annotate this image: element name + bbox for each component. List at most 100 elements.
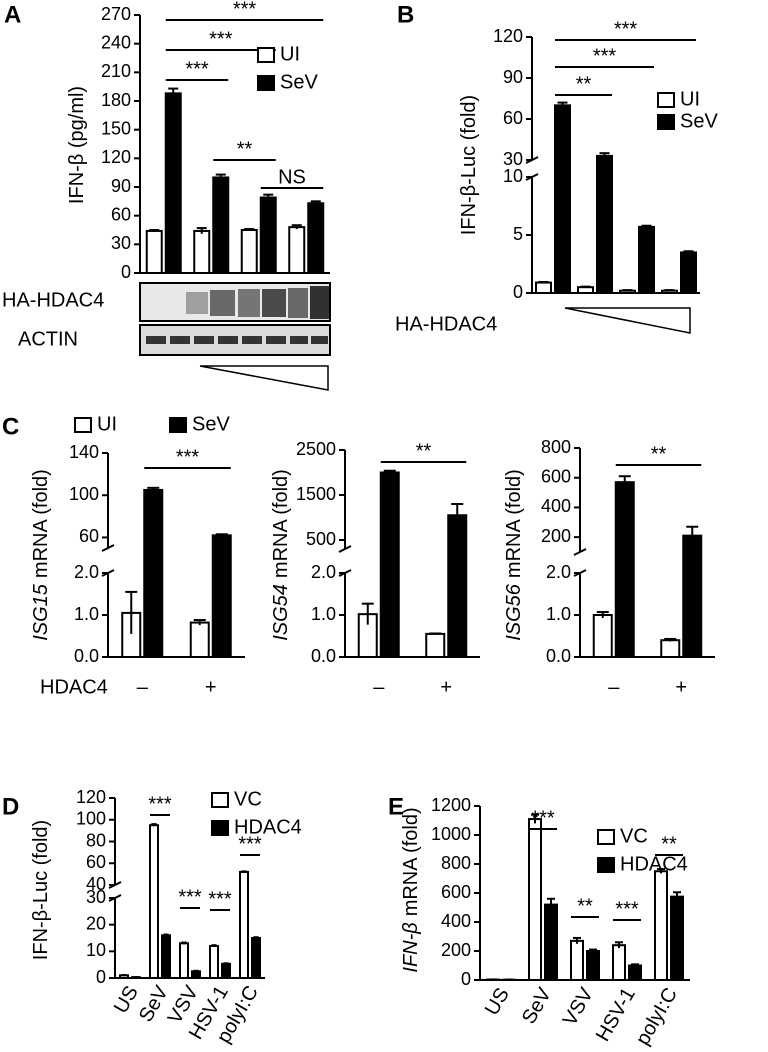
bar — [596, 154, 613, 294]
y-tick-label: 5 — [513, 224, 523, 244]
y-tick-label: 210 — [101, 61, 131, 81]
y-tick-label: 60 — [503, 108, 523, 128]
bar — [164, 92, 182, 274]
legend-swatch — [657, 92, 675, 108]
bar — [212, 176, 230, 274]
dose-triangle — [564, 307, 691, 334]
x-tick-label: + — [440, 676, 452, 698]
bar — [535, 281, 552, 294]
y-tick-label: 0 — [96, 967, 106, 987]
x-tick-label: polyI:C — [632, 984, 682, 1049]
bar — [189, 621, 210, 658]
y-tick-label: 10 — [86, 940, 106, 960]
legend-label: VC — [234, 788, 262, 810]
y-tick-label: 30 — [86, 887, 106, 907]
x-tick-label: – — [608, 676, 620, 698]
bar — [161, 934, 171, 979]
y-tick-label: 100 — [69, 484, 99, 504]
bar — [251, 937, 261, 979]
y-tick-label: 60 — [111, 204, 131, 224]
bar — [288, 226, 306, 274]
legend-label: UI — [280, 43, 300, 65]
y-tick-label: 2.0 — [74, 562, 99, 582]
y-tick-label: 80 — [86, 830, 106, 850]
significance-label: *** — [148, 793, 172, 815]
legend-label: VC — [620, 825, 648, 847]
y-tick-label: 0 — [513, 282, 523, 302]
y-tick-label: 120 — [493, 26, 523, 46]
significance-label: *** — [531, 807, 555, 829]
y-tick-label: 140 — [69, 442, 99, 462]
significance-label: ** — [661, 833, 677, 855]
significance-label: *** — [614, 18, 638, 40]
y-tick-label: 0 — [461, 969, 471, 989]
panel-letter: B — [397, 1, 414, 28]
y-axis-label-gene: ISG56 — [503, 583, 525, 641]
x-tick-label: + — [205, 676, 217, 698]
significance-label: ** — [416, 440, 432, 462]
significance-label: *** — [593, 45, 617, 67]
y-tick-label: 500 — [306, 529, 336, 549]
significance-label: ** — [651, 443, 667, 465]
bar — [259, 196, 277, 274]
x-tick-label: US — [481, 984, 514, 1019]
significance-label: ** — [576, 73, 592, 95]
y-tick-label: 150 — [101, 118, 131, 138]
bar — [193, 229, 211, 274]
legend-swatch — [657, 114, 675, 130]
y-axis-label-text: mRNA (fold) — [400, 807, 422, 916]
significance-label: NS — [278, 166, 306, 188]
y-axis-label-text: IFN-β (pg/ml) — [66, 86, 88, 204]
y-tick-label: 200 — [441, 940, 471, 960]
y-tick-label: 270 — [101, 4, 131, 24]
legend-swatch — [257, 75, 275, 91]
y-tick-label: 100 — [76, 809, 106, 829]
significance-label: *** — [176, 446, 200, 468]
y-tick-label: 1200 — [431, 795, 471, 815]
x-tick-label: SeV — [518, 984, 556, 1028]
axis-break — [101, 544, 115, 552]
legend-swatch — [597, 857, 615, 873]
y-tick-label: 1.0 — [311, 604, 336, 624]
legend-label: SeV — [192, 413, 230, 435]
significance-label: *** — [185, 58, 209, 80]
x-tick-label: – — [373, 676, 385, 698]
axis-break — [338, 545, 352, 553]
bar — [221, 962, 231, 979]
y-tick-label: 0.0 — [546, 646, 571, 666]
bar — [145, 229, 163, 274]
significance-label: *** — [233, 0, 257, 20]
blot-label: ACTIN — [18, 328, 78, 350]
bar — [379, 471, 400, 658]
panel-letter: A — [4, 1, 21, 28]
y-tick-label: 40 — [86, 874, 106, 894]
panel-letter: E — [388, 793, 404, 820]
bar — [447, 514, 468, 658]
significance-label: *** — [238, 833, 262, 855]
bar — [143, 488, 164, 659]
x-tick-label: – — [137, 676, 149, 698]
y-axis-label-text: IFN-β-Luc (fold) — [30, 820, 52, 960]
bar — [638, 225, 655, 295]
y-tick-label: 240 — [101, 32, 131, 52]
y-axis-label-text: mRNA (fold) — [503, 469, 525, 578]
y-tick-label: 0.0 — [311, 646, 336, 666]
western-blot: HA-HDAC4 ACTIN — [2, 282, 331, 391]
y-axis-label: IFN-β-Luc (fold) — [458, 95, 480, 235]
y-tick-label: 180 — [101, 90, 131, 110]
legend-label: UI — [97, 413, 117, 435]
significance-label: ** — [577, 895, 593, 917]
bar — [670, 895, 684, 981]
y-tick-label: 10 — [503, 166, 523, 186]
bar — [425, 632, 446, 659]
y-axis-label-text: mRNA (fold) — [270, 469, 292, 578]
y-tick-label: 600 — [541, 466, 571, 486]
y-tick-label: 400 — [541, 496, 571, 516]
panel-letter: C — [2, 413, 19, 440]
y-axis-label: ISG54 mRNA (fold) — [270, 469, 292, 641]
y-tick-label: 30 — [111, 233, 131, 253]
bar — [191, 970, 201, 979]
bar — [149, 824, 159, 979]
y-axis-label: ISG56 mRNA (fold) — [503, 469, 525, 641]
